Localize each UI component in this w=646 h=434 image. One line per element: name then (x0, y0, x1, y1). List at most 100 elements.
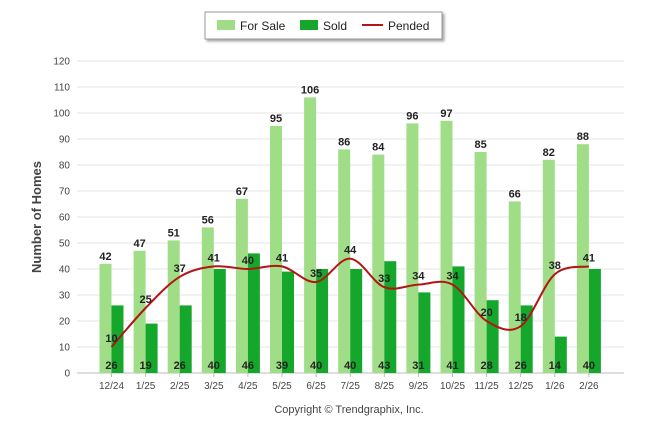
pended-line (110, 257, 590, 348)
x-axis: 12/24 1/25 2/25 3/25 4/25 5/25 6/25 7/25 8/25 9/2… (99, 373, 599, 392)
y-tick-label: 110 (54, 83, 70, 94)
for-sale-value-label: 95 (270, 113, 282, 125)
for-sale-bar (372, 154, 385, 373)
y-tick-label: 0 (64, 369, 70, 380)
sold-value-label: 28 (480, 360, 492, 372)
for-sale-bar (235, 198, 248, 373)
x-tick-label: 10/25 (440, 381, 465, 392)
sold-bar (316, 269, 329, 373)
sold-value-label: 19 (139, 360, 151, 372)
for-sale-bar (201, 227, 214, 373)
for-sale-value-label: 56 (202, 214, 214, 226)
for-sale-bar (99, 263, 112, 373)
for-sale-value-label: 97 (440, 108, 452, 120)
sold-bars (111, 253, 601, 373)
sold-value-label: 40 (583, 360, 595, 372)
y-tick-label: 10 (59, 343, 71, 354)
sold-bar (350, 269, 363, 373)
pended-value-label: 40 (242, 255, 254, 267)
pended-value-label: 34 (412, 271, 425, 283)
for-sale-value-label: 51 (168, 227, 180, 239)
x-tick-label: 6/25 (306, 381, 326, 392)
sold-bar (282, 271, 294, 373)
data-labels: 42 26 47 19 51 26 56 40 67 46 95 39 106 40 86 40 84 43 96 3… (99, 84, 595, 372)
sold-bar (213, 269, 226, 373)
for-sale-bar (576, 144, 589, 373)
x-tick-label: 5/25 (272, 381, 292, 392)
legend-label-sold: Sold (323, 19, 347, 33)
x-tick-label: 2/25 (170, 381, 190, 392)
pended-value-label: 38 (549, 260, 561, 272)
legend-swatch-sold (300, 20, 318, 30)
for-sale-value-label: 84 (372, 142, 385, 154)
sold-bar (247, 253, 260, 373)
for-sale-value-label: 86 (338, 136, 350, 148)
y-tick-label: 40 (59, 265, 71, 276)
pended-value-label: 18 (515, 312, 527, 324)
sold-value-label: 43 (378, 360, 390, 372)
for-sale-value-label: 66 (509, 188, 521, 200)
y-tick-label: 30 (59, 291, 71, 302)
for-sale-value-label: 67 (236, 186, 248, 198)
pended-value-label: 41 (208, 252, 220, 264)
y-axis: 0 10 20 30 40 50 60 70 80 90 100 110 120 (53, 57, 70, 380)
sold-value-label: 31 (412, 360, 424, 372)
sold-bar (588, 269, 601, 373)
sold-bar (554, 336, 567, 373)
x-tick-label: 8/25 (375, 381, 395, 392)
y-tick-label: 120 (53, 57, 70, 68)
x-tick-label: 4/25 (238, 381, 258, 392)
y-tick-label: 60 (59, 213, 71, 224)
pended-value-label: 37 (174, 263, 186, 275)
y-tick-label: 100 (53, 109, 70, 120)
for-sale-bar (542, 159, 555, 373)
y-tick-label: 50 (59, 239, 71, 250)
copyright-text: Copyright © Trendgraphix, Inc. (274, 404, 423, 416)
x-tick-label: 1/26 (545, 381, 565, 392)
legend-label-pended: Pended (388, 19, 429, 33)
pended-line-path (110, 257, 590, 348)
x-tick-label: 7/25 (340, 381, 360, 392)
sold-bar (179, 305, 192, 373)
for-sale-bar (304, 97, 317, 374)
y-tick-label: 70 (59, 187, 71, 198)
sold-bar (418, 292, 431, 373)
y-tick-label: 90 (59, 135, 71, 146)
for-sale-value-label: 88 (577, 131, 589, 143)
legend-box (204, 11, 443, 40)
sold-value-label: 26 (174, 360, 186, 372)
for-sale-bar (406, 123, 419, 374)
pended-value-label: 10 (105, 333, 117, 345)
for-sale-bar (167, 240, 180, 373)
for-sale-value-label: 42 (99, 251, 111, 263)
x-tick-label: 2/26 (579, 381, 599, 392)
sold-value-label: 40 (344, 360, 356, 372)
y-tick-label: 80 (59, 161, 71, 172)
sold-bar (486, 300, 499, 373)
x-tick-label: 9/25 (409, 381, 429, 392)
for-sale-value-label: 106 (301, 84, 319, 96)
for-sale-bar (474, 152, 487, 373)
x-tick-label: 12/24 (99, 381, 124, 392)
for-sale-bar (508, 201, 521, 373)
y-axis-title: Number of Homes (29, 161, 44, 273)
x-tick-label: 12/25 (508, 381, 533, 392)
legend-label-for-sale: For Sale (240, 19, 286, 33)
for-sale-value-label: 96 (406, 110, 418, 122)
sold-value-label: 40 (310, 360, 322, 372)
for-sale-bar (133, 250, 146, 373)
for-sale-value-label: 82 (543, 147, 555, 159)
sold-value-label: 39 (276, 360, 288, 372)
sold-value-label: 41 (446, 360, 458, 372)
legend: For Sale Sold Pended (204, 11, 443, 40)
x-tick-label: 3/25 (204, 381, 224, 392)
for-sale-bar (270, 126, 282, 373)
pended-value-label: 33 (378, 273, 390, 285)
pended-value-label: 20 (480, 307, 492, 319)
for-sale-bar (440, 120, 453, 373)
legend-swatch-for-sale (217, 20, 235, 30)
pended-value-label: 41 (583, 252, 595, 264)
x-tick-label: 1/25 (136, 381, 156, 392)
pended-value-label: 25 (139, 294, 151, 306)
